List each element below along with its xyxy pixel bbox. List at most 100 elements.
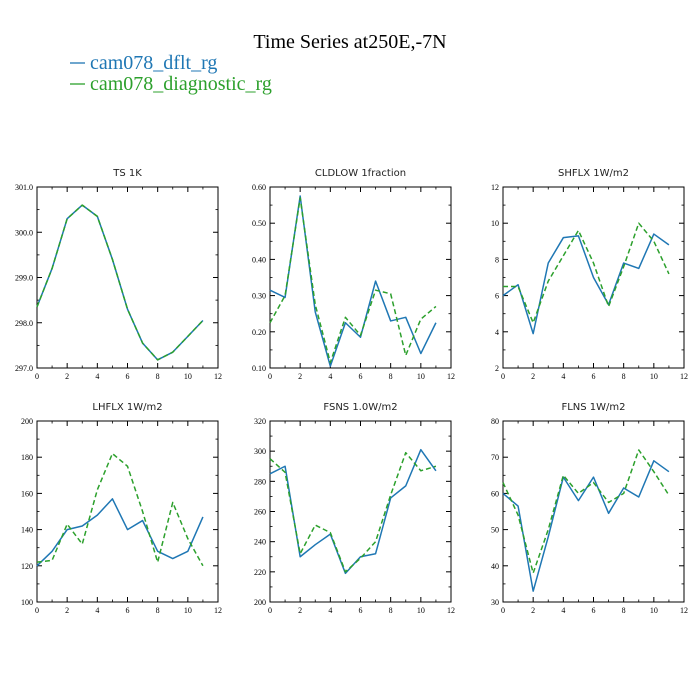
y-tick-label: 200	[254, 598, 266, 607]
figure-title: Time Series at250E,-7N	[253, 31, 446, 53]
series-line-dflt	[36, 498, 204, 567]
y-tick-label: 70	[491, 453, 499, 462]
panel-shflx-title: SHFLX 1W/m2	[558, 168, 629, 179]
y-tick-label: 6	[495, 292, 499, 301]
series-line-dflt	[502, 233, 670, 335]
legend: cam078_dflt_rg cam078_diagnostic_rg	[70, 52, 272, 95]
panel-flns-title: FLNS 1W/m2	[561, 402, 625, 413]
y-tick-label: 8	[495, 255, 499, 264]
x-tick-label: 12	[680, 606, 688, 615]
y-tick-label: 0.60	[252, 183, 266, 192]
y-tick-label: 297.0	[15, 364, 33, 373]
x-tick-label: 4	[328, 372, 332, 381]
y-tick-label: 4	[495, 328, 499, 337]
x-tick-label: 2	[298, 606, 302, 615]
x-tick-label: 2	[531, 606, 535, 615]
y-tick-label: 100	[21, 598, 33, 607]
panel-flns: FLNS 1W/m2 0 2 4 6 8 10 12 30 40 50 60 70 80	[491, 402, 688, 615]
panel-ts: TS 1K 0 2 4 6 8 10 12 297.0 298.0 299.0 300.0 301.0	[15, 168, 222, 381]
x-tick-label: 8	[156, 606, 160, 615]
x-tick-label: 0	[268, 372, 272, 381]
x-tick-label: 4	[561, 606, 565, 615]
series-line-dflt	[502, 460, 670, 592]
panel-ts-frame	[36, 186, 219, 369]
y-tick-label: 0.10	[252, 364, 266, 373]
x-tick-label: 6	[359, 606, 363, 615]
panel-lhflx-title: LHFLX 1W/m2	[92, 402, 162, 413]
x-tick-label: 0	[501, 372, 505, 381]
y-tick-label: 260	[254, 508, 266, 517]
x-tick-label: 6	[359, 372, 363, 381]
y-tick-label: 0.30	[252, 292, 266, 301]
y-tick-label: 60	[491, 489, 499, 498]
panel-cldlow: CLDLOW 1fraction 0 2 4 6 8 10 12 0.10 0.20 0.30 0.4…	[252, 168, 455, 381]
y-tick-label: 300	[254, 447, 266, 456]
series-line-dflt	[269, 448, 437, 575]
y-tick-label: 280	[254, 477, 266, 486]
x-tick-label: 12	[214, 372, 222, 381]
y-tick-label: 12	[491, 183, 499, 192]
x-tick-label: 4	[561, 372, 565, 381]
x-tick-label: 10	[650, 606, 658, 615]
y-tick-label: 50	[491, 526, 499, 535]
x-tick-label: 0	[268, 606, 272, 615]
x-tick-label: 8	[156, 372, 160, 381]
y-tick-label: 0.40	[252, 255, 266, 264]
x-tick-label: 4	[95, 606, 99, 615]
x-tick-label: 6	[592, 606, 596, 615]
x-tick-label: 8	[622, 372, 626, 381]
x-tick-label: 2	[65, 372, 69, 381]
legend-label-diagnostic: cam078_diagnostic_rg	[90, 73, 272, 95]
y-tick-label: 2	[495, 364, 499, 373]
panel-fsns-frame	[269, 420, 452, 603]
x-tick-label: 2	[65, 606, 69, 615]
panel-lhflx-frame	[36, 420, 219, 603]
series-line-diagnostic	[503, 222, 670, 324]
y-tick-label: 80	[491, 417, 499, 426]
series-line-dflt	[269, 195, 437, 367]
y-tick-label: 10	[491, 219, 499, 228]
series-line-diagnostic	[269, 197, 437, 364]
x-tick-label: 12	[447, 606, 455, 615]
series-line-diagnostic	[269, 451, 437, 573]
y-tick-label: 180	[21, 453, 33, 462]
y-tick-label: 301.0	[15, 183, 33, 192]
y-tick-label: 140	[21, 526, 33, 535]
y-tick-label: 200	[21, 417, 33, 426]
x-tick-label: 10	[417, 606, 425, 615]
y-tick-label: 320	[254, 417, 266, 426]
x-tick-label: 12	[680, 372, 688, 381]
panel-fsns: FSNS 1.0W/m2 0 2 4 6 8 10 12 200 220 240 260 280 300 3…	[254, 402, 455, 615]
x-tick-label: 6	[126, 372, 130, 381]
y-tick-label: 160	[21, 489, 33, 498]
y-tick-label: 120	[21, 562, 33, 571]
x-tick-label: 8	[389, 372, 393, 381]
x-tick-label: 4	[95, 372, 99, 381]
y-tick-label: 298.0	[15, 319, 33, 328]
x-tick-label: 0	[35, 606, 39, 615]
panels-grid: TS 1K0 2 4 6 8 10 12297.0298.0299.0300.0301.0C…	[15, 168, 688, 615]
series-line-diagnostic	[502, 449, 670, 574]
panel-ts-title: TS 1K	[112, 168, 142, 179]
y-tick-label: 300.0	[15, 228, 33, 237]
x-tick-label: 10	[417, 372, 425, 381]
x-tick-label: 8	[389, 606, 393, 615]
x-tick-label: 10	[650, 372, 658, 381]
x-tick-label: 6	[126, 606, 130, 615]
x-tick-label: 10	[184, 606, 192, 615]
series-line-diagnostic	[36, 204, 204, 361]
y-tick-label: 30	[491, 598, 499, 607]
panel-fsns-title: FSNS 1.0W/m2	[323, 402, 397, 413]
x-tick-label: 6	[592, 372, 596, 381]
x-tick-label: 0	[35, 372, 39, 381]
x-tick-label: 0	[501, 606, 505, 615]
x-tick-label: 8	[622, 606, 626, 615]
legend-label-dflt: cam078_dflt_rg	[90, 52, 217, 74]
y-tick-label: 220	[254, 568, 266, 577]
x-tick-label: 2	[298, 372, 302, 381]
series-line-diagnostic	[36, 452, 204, 567]
y-tick-label: 40	[491, 562, 499, 571]
panel-lhflx: LHFLX 1W/m2 0 2 4 6 8 10 12 100 120 140 160 180 200	[21, 402, 222, 615]
